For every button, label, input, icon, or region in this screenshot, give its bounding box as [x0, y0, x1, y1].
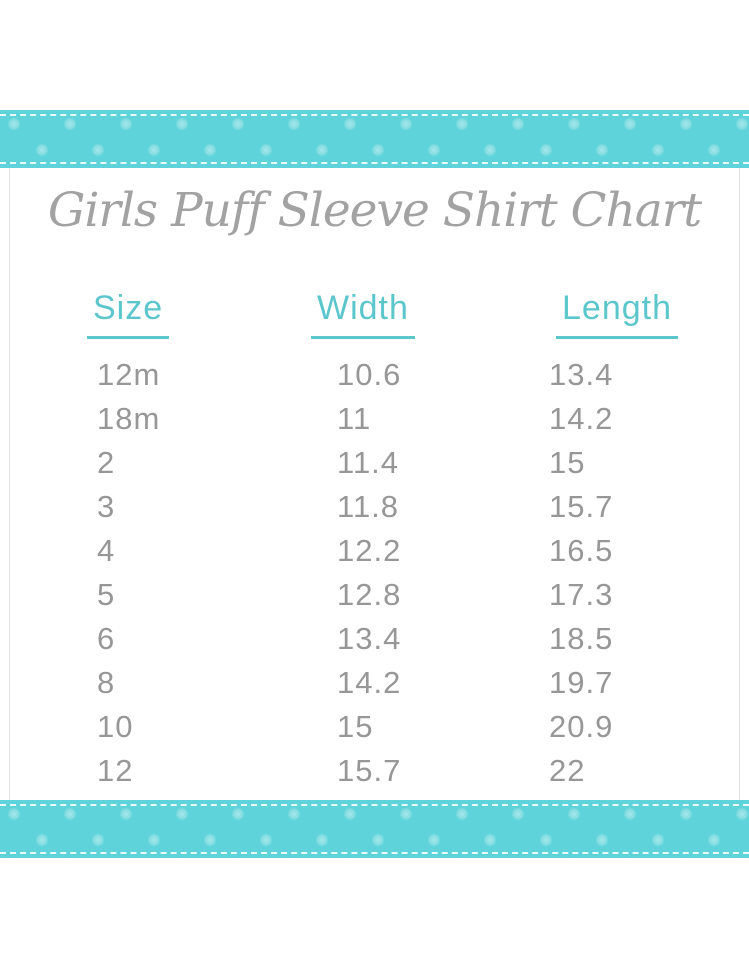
- length-value: 22: [549, 752, 586, 788]
- width-value: 11: [337, 400, 372, 436]
- table-row: 8 14.2 19.7: [10, 661, 739, 705]
- header-cell-length: Length: [549, 289, 739, 339]
- table-row: 18m 11 14.2: [10, 397, 739, 441]
- table-row: 2 11.4 15: [10, 441, 739, 485]
- length-value: 15: [549, 444, 586, 480]
- size-value: 3: [97, 488, 116, 524]
- width-value: 11.8: [337, 488, 400, 524]
- chart-title: Girls Puff Sleeve Shirt Chart: [47, 183, 702, 238]
- size-value: 6: [97, 620, 116, 656]
- width-value: 13.4: [337, 620, 402, 656]
- table-body: 12m 10.6 13.4 18m 11 14.2 2 11.4 15 3 11…: [10, 353, 739, 793]
- length-value: 19.7: [549, 664, 614, 700]
- size-value: 2: [97, 444, 116, 480]
- table-row: 6 13.4 18.5: [10, 617, 739, 661]
- table-row: 4 12.2 16.5: [10, 529, 739, 573]
- width-value: 15.7: [337, 752, 402, 788]
- length-value: 16.5: [549, 532, 614, 568]
- length-value: 14.2: [549, 400, 614, 436]
- table-row: 3 11.8 15.7: [10, 485, 739, 529]
- width-value: 12.8: [337, 576, 402, 612]
- length-value: 20.9: [549, 708, 614, 744]
- header-cell-width: Width: [311, 289, 549, 339]
- table-row: 10 15 20.9: [10, 705, 739, 749]
- table-row: 12m 10.6 13.4: [10, 353, 739, 397]
- size-value: 18m: [97, 400, 161, 436]
- column-header-length: Length: [556, 289, 678, 339]
- size-value: 8: [97, 664, 116, 700]
- size-value: 5: [97, 576, 116, 612]
- top-polka-dot-ribbon: [0, 110, 749, 168]
- header-cell-size: Size: [87, 289, 337, 339]
- column-header-width: Width: [311, 289, 415, 339]
- length-value: 17.3: [549, 576, 614, 612]
- size-value: 4: [97, 532, 116, 568]
- width-value: 11.4: [337, 444, 400, 480]
- length-value: 13.4: [549, 356, 614, 392]
- table-row: 12 15.7 22: [10, 749, 739, 793]
- length-value: 15.7: [549, 488, 614, 524]
- width-value: 12.2: [337, 532, 402, 568]
- table-row: 5 12.8 17.3: [10, 573, 739, 617]
- width-value: 10.6: [337, 356, 402, 392]
- size-value: 12: [97, 752, 134, 788]
- column-header-size: Size: [87, 289, 170, 339]
- bottom-polka-dot-ribbon: [0, 800, 749, 858]
- length-value: 18.5: [549, 620, 614, 656]
- size-value: 12m: [97, 356, 161, 392]
- table-header-row: Size Width Length: [10, 289, 739, 339]
- width-value: 14.2: [337, 664, 402, 700]
- size-value: 10: [97, 708, 134, 744]
- width-value: 15: [337, 708, 374, 744]
- chart-panel: Girls Puff Sleeve Shirt Chart Size Width…: [9, 168, 740, 800]
